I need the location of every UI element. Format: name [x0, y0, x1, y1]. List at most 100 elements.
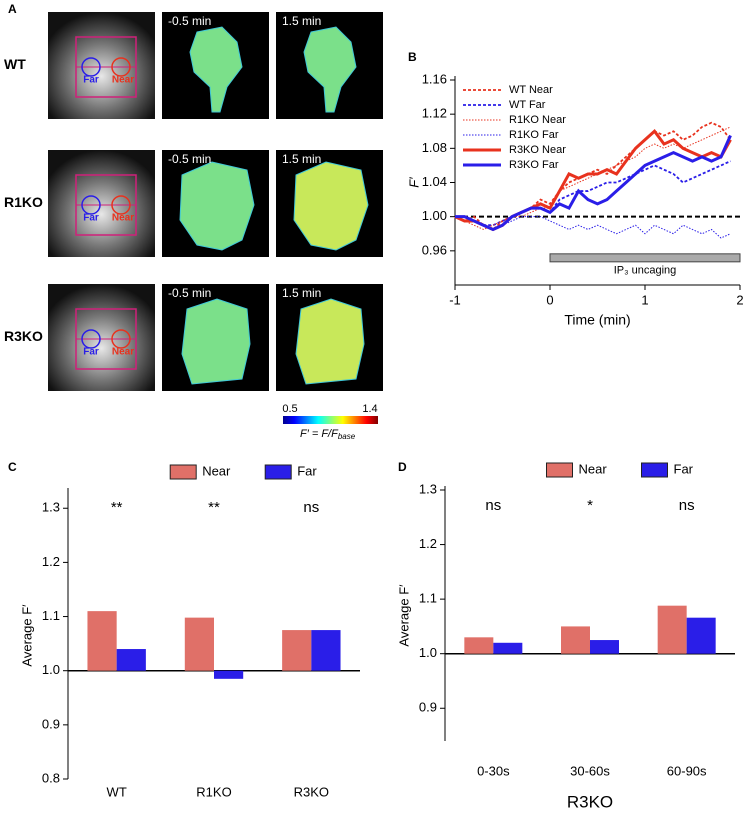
y-axis-label: Average F′ — [19, 604, 34, 667]
time-label: 1.5 min — [282, 152, 321, 166]
heatmap-cell — [179, 161, 255, 251]
far-label: Far — [83, 75, 99, 86]
uncaging-bar — [549, 253, 741, 263]
x-tick-label: 1 — [641, 292, 648, 307]
heatmap-cell — [189, 26, 243, 113]
colorbar-label-sub: base — [338, 432, 356, 441]
y-axis-label: Average F′ — [396, 584, 411, 647]
significance: ** — [208, 499, 220, 516]
row-label: WT — [4, 56, 26, 72]
y-axis-label: F′ — [406, 177, 421, 188]
bar — [87, 611, 117, 671]
series-line — [454, 129, 732, 232]
far-roi — [81, 57, 101, 77]
x-tick-label: R3KO — [294, 784, 329, 799]
significance: * — [587, 497, 593, 514]
bar — [282, 630, 312, 671]
y-tick-label: 0.96 — [422, 242, 447, 257]
series-line — [455, 160, 731, 227]
time-label: 1.5 min — [282, 286, 321, 300]
legend-swatch — [641, 462, 668, 478]
legend-label: Near — [202, 463, 231, 478]
panel-label: B — [408, 50, 417, 64]
near-roi — [111, 57, 131, 77]
bar — [116, 649, 146, 671]
legend-label: Far — [297, 463, 317, 478]
near-label: Near — [112, 75, 134, 86]
y-tick-label: 1.00 — [422, 208, 447, 223]
colorbar-max: 1.4 — [362, 403, 377, 415]
series-line — [455, 134, 732, 232]
legend-label: R3KO Far — [509, 159, 559, 171]
bar — [184, 617, 214, 671]
legend-label: R1KO Near — [509, 114, 566, 126]
significance: ns — [303, 499, 319, 516]
y-tick-label: 1.12 — [422, 106, 447, 121]
x-tick-label: 0 — [546, 292, 553, 307]
bar — [561, 626, 590, 654]
x-tick-label: 2 — [736, 292, 743, 307]
heatmap-cell — [295, 298, 365, 385]
x-tick-label: 30-60s — [570, 763, 610, 778]
bar — [686, 617, 716, 654]
far-roi — [81, 329, 101, 349]
colorbar — [283, 416, 378, 424]
significance: ns — [485, 497, 501, 514]
annotation: IP₃ uncaging — [614, 265, 677, 277]
x-axis-label: Time (min) — [564, 312, 630, 328]
time-label: -0.5 min — [168, 286, 211, 300]
colorbar-label: F′ = F/Fbase — [300, 428, 356, 441]
y-tick-label: 0.9 — [42, 716, 60, 731]
legend-label: Near — [579, 461, 608, 476]
x-tick-label: 60-90s — [667, 763, 707, 778]
colorbar-min: 0.5 — [282, 403, 297, 415]
y-tick-label: 0.8 — [42, 770, 60, 785]
legend-swatch — [264, 464, 292, 480]
y-tick-label: 1.04 — [422, 174, 447, 189]
y-tick-label: 1.16 — [422, 71, 447, 86]
time-label: 1.5 min — [282, 14, 321, 28]
series-line — [454, 126, 731, 231]
x-tick-label: R1KO — [196, 784, 231, 799]
bar — [464, 637, 494, 654]
row-label: R1KO — [4, 194, 43, 210]
x-tick-label: 0-30s — [477, 763, 510, 778]
legend-label: WT Far — [509, 99, 546, 111]
legend-label: R3KO Near — [509, 144, 566, 156]
heatmap-cell — [293, 161, 369, 251]
heatmap-cell — [303, 26, 357, 113]
near-label: Near — [112, 347, 134, 358]
bar — [311, 630, 341, 671]
y-tick-label: 1.3 — [42, 500, 60, 515]
row-label: R3KO — [4, 328, 43, 344]
far-roi — [81, 195, 101, 215]
far-label: Far — [83, 347, 99, 358]
gray-image — [48, 12, 155, 119]
significance: ns — [679, 497, 695, 514]
near-roi — [111, 195, 131, 215]
legend-label: WT Near — [509, 84, 553, 96]
legend-label: Far — [674, 461, 694, 476]
y-tick-label: 1.08 — [422, 140, 447, 155]
panel-label: C — [8, 460, 17, 474]
legend-label: R1KO Far — [509, 129, 559, 141]
panel-label: A — [8, 2, 17, 16]
time-label: -0.5 min — [168, 152, 211, 166]
time-label: -0.5 min — [168, 14, 211, 28]
gray-image — [48, 284, 155, 391]
y-tick-label: 0.9 — [419, 700, 437, 715]
bar — [214, 670, 244, 679]
bar — [657, 605, 687, 654]
legend-swatch — [169, 464, 197, 480]
heatmap-cell — [181, 298, 251, 385]
far-label: Far — [83, 213, 99, 224]
y-tick-label: 1.1 — [419, 591, 437, 606]
x-axis-label: R3KO — [567, 792, 613, 811]
y-tick-label: 1.1 — [42, 608, 60, 623]
x-tick-label: -1 — [449, 292, 461, 307]
colorbar-label-main: F′ = F/F — [300, 428, 339, 440]
significance: ** — [111, 499, 123, 516]
y-tick-label: 1.0 — [419, 645, 437, 660]
legend-swatch — [546, 462, 573, 478]
y-tick-label: 1.0 — [42, 662, 60, 677]
